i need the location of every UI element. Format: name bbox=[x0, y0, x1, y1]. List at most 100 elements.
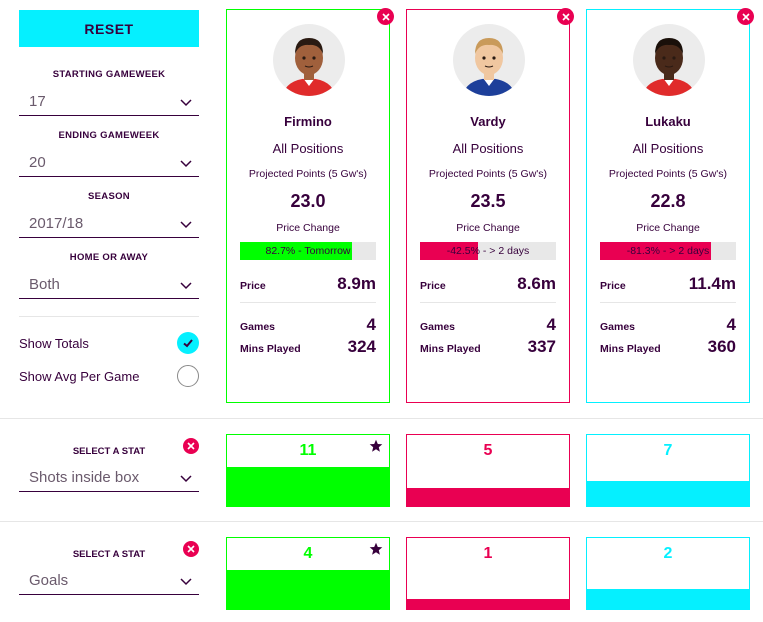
show-avg-checkbox[interactable] bbox=[177, 365, 199, 387]
price-change-label: Price Change bbox=[456, 222, 520, 234]
remove-player-button[interactable] bbox=[737, 8, 754, 25]
player-card: Firmino All Positions Projected Points (… bbox=[226, 8, 394, 403]
section-divider bbox=[0, 521, 763, 522]
stat-value-box: 7 bbox=[586, 434, 750, 507]
stat-value: 5 bbox=[483, 442, 493, 459]
mins-value: 337 bbox=[527, 337, 556, 356]
mins-value: 360 bbox=[707, 337, 736, 356]
player-card: Lukaku All Positions Projected Points (5… bbox=[586, 8, 754, 403]
ending-gameweek-value: 20 bbox=[29, 154, 46, 171]
games-row: Games 4 bbox=[600, 315, 736, 335]
projected-points-value: 23.5 bbox=[470, 191, 506, 211]
games-label: Games bbox=[240, 321, 276, 333]
mins-label: Mins Played bbox=[600, 343, 661, 355]
player-avatar bbox=[453, 24, 525, 96]
starting-gameweek-select[interactable]: 17 bbox=[19, 88, 199, 116]
show-totals-checkbox[interactable] bbox=[177, 332, 199, 354]
games-label: Games bbox=[420, 321, 456, 333]
player-card: Vardy All Positions Projected Points (5 … bbox=[406, 8, 574, 403]
stat-value: 4 bbox=[303, 545, 313, 562]
season-label: SEASON bbox=[88, 191, 130, 202]
chevron-down-icon bbox=[180, 577, 192, 585]
player-position: All Positions bbox=[632, 141, 704, 156]
games-value: 4 bbox=[366, 315, 376, 334]
games-value: 4 bbox=[726, 315, 736, 334]
player-name: Firmino bbox=[284, 114, 332, 129]
projected-points-label: Projected Points (5 Gw's) bbox=[248, 168, 368, 180]
projected-points-label: Projected Points (5 Gw's) bbox=[608, 168, 728, 180]
section-divider bbox=[0, 418, 763, 419]
projected-points-value: 23.0 bbox=[290, 191, 326, 211]
price-row: Price 8.9m bbox=[240, 274, 376, 294]
player-name: Vardy bbox=[470, 114, 506, 129]
select-stat-label: SELECT A STAT bbox=[72, 549, 146, 560]
price-change-text: 82.7% - Tomorrow bbox=[265, 245, 351, 257]
remove-stat-button[interactable] bbox=[183, 541, 199, 557]
select-stat-label: SELECT A STAT bbox=[72, 446, 146, 457]
close-icon bbox=[381, 12, 390, 21]
games-label: Games bbox=[600, 321, 636, 333]
reset-button[interactable]: RESET bbox=[19, 10, 199, 47]
show-avg-label: Show Avg Per Game bbox=[19, 368, 140, 384]
mins-label: Mins Played bbox=[240, 343, 301, 355]
price-change-fill bbox=[240, 242, 353, 260]
starting-gameweek-label: STARTING GAMEWEEK bbox=[52, 69, 166, 80]
season-select[interactable]: 2017/18 bbox=[19, 210, 199, 238]
player-position: All Positions bbox=[452, 141, 524, 156]
stat-value: 11 bbox=[299, 442, 317, 459]
remove-player-button[interactable] bbox=[557, 8, 574, 25]
stat-value: 7 bbox=[663, 442, 673, 459]
price-label: Price bbox=[600, 280, 626, 292]
chevron-down-icon bbox=[180, 98, 192, 106]
remove-player-button[interactable] bbox=[377, 8, 394, 25]
stat-select-value: Goals bbox=[29, 572, 69, 589]
stat-value-box: 2 bbox=[586, 537, 750, 610]
price-value: 8.9m bbox=[337, 274, 376, 293]
stat-fill-bar bbox=[587, 589, 749, 609]
price-change-bar: -81.3% - > 2 days bbox=[600, 242, 736, 260]
games-row: Games 4 bbox=[420, 315, 556, 335]
price-change-bar: -42.5% - > 2 days bbox=[420, 242, 556, 260]
price-row: Price 11.4m bbox=[600, 274, 736, 294]
stat-fill-bar bbox=[227, 569, 389, 609]
price-change-text: -81.3% - > 2 days bbox=[626, 245, 710, 257]
price-row: Price 8.6m bbox=[420, 274, 556, 294]
stat-fill-bar bbox=[407, 488, 569, 506]
ending-gameweek-label: ENDING GAMEWEEK bbox=[58, 130, 160, 141]
games-value: 4 bbox=[546, 315, 556, 334]
close-icon bbox=[187, 442, 195, 450]
price-change-bar: 82.7% - Tomorrow bbox=[240, 242, 376, 260]
player-name: Lukaku bbox=[645, 114, 691, 129]
home-away-value: Both bbox=[29, 276, 60, 293]
close-icon bbox=[741, 12, 750, 21]
stat-fill-bar bbox=[407, 599, 569, 609]
price-change-fill bbox=[420, 242, 478, 260]
show-totals-option[interactable]: Show Totals bbox=[19, 332, 199, 354]
close-icon bbox=[187, 545, 195, 553]
remove-stat-button[interactable] bbox=[183, 438, 199, 454]
games-row: Games 4 bbox=[240, 315, 376, 335]
mins-row: Mins Played 337 bbox=[420, 337, 556, 357]
projected-points-value: 22.8 bbox=[650, 191, 686, 211]
stat-value-box: 11 bbox=[226, 434, 390, 507]
stat-value-box: 1 bbox=[406, 537, 570, 610]
starting-gameweek-value: 17 bbox=[29, 93, 46, 110]
chevron-down-icon bbox=[180, 159, 192, 167]
player-avatar bbox=[633, 24, 705, 96]
player-avatar bbox=[273, 24, 345, 96]
card-divider bbox=[600, 302, 736, 303]
mins-row: Mins Played 324 bbox=[240, 337, 376, 357]
show-avg-option[interactable]: Show Avg Per Game bbox=[19, 365, 199, 387]
stat-select[interactable]: Shots inside box bbox=[19, 464, 199, 492]
price-change-label: Price Change bbox=[276, 222, 340, 234]
price-change-label: Price Change bbox=[636, 222, 700, 234]
chevron-down-icon bbox=[180, 474, 192, 482]
show-totals-label: Show Totals bbox=[19, 335, 89, 351]
stat-select[interactable]: Goals bbox=[19, 567, 199, 595]
player-position: All Positions bbox=[272, 141, 344, 156]
projected-points-label: Projected Points (5 Gw's) bbox=[428, 168, 548, 180]
home-away-select[interactable]: Both bbox=[19, 271, 199, 299]
price-change-fill bbox=[600, 242, 711, 260]
chevron-down-icon bbox=[180, 281, 192, 289]
ending-gameweek-select[interactable]: 20 bbox=[19, 149, 199, 177]
